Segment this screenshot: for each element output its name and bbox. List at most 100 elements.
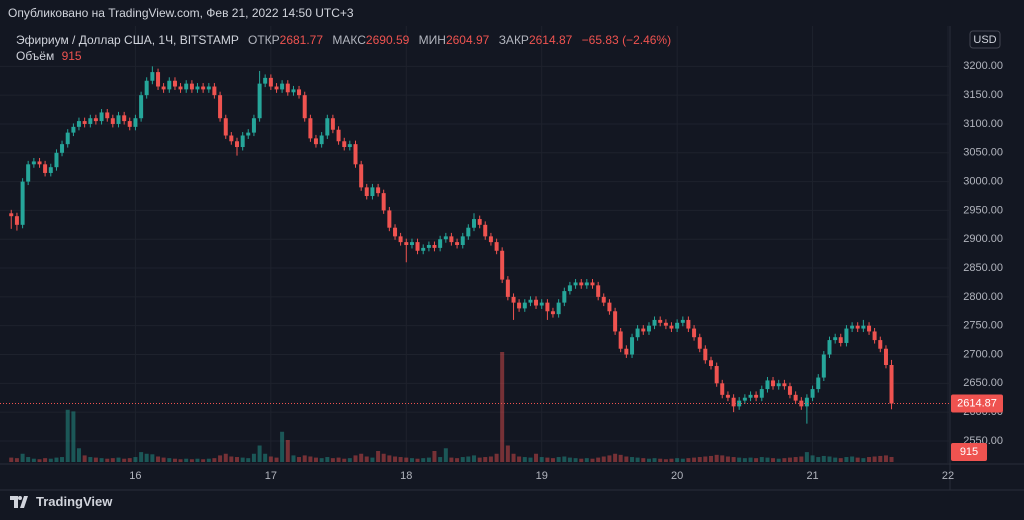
- volume-bar: [827, 456, 832, 462]
- candle-body: [613, 311, 618, 332]
- volume-bar: [771, 458, 776, 462]
- volume-bar: [65, 409, 70, 462]
- candle-body: [438, 239, 443, 248]
- candle-body: [748, 394, 753, 398]
- candle-body: [692, 328, 697, 338]
- candle-body: [274, 86, 279, 90]
- volume-bar: [833, 457, 838, 462]
- candle-body: [556, 302, 561, 315]
- candle-body: [675, 322, 680, 329]
- candle-body: [43, 164, 48, 173]
- candle-body: [838, 337, 843, 343]
- change-value: −65.83: [581, 33, 619, 47]
- volume-bar: [235, 457, 239, 462]
- candle-body: [330, 118, 335, 130]
- candle-body: [658, 319, 663, 323]
- volume-bar: [573, 458, 578, 462]
- candle-body: [861, 325, 866, 329]
- candle-body: [635, 328, 640, 338]
- candle-body: [624, 348, 629, 355]
- volume-bar: [477, 457, 482, 462]
- candle-body: [381, 193, 386, 211]
- volume-bar: [381, 453, 386, 462]
- candle-body: [720, 383, 725, 395]
- volume-bar: [624, 456, 629, 462]
- volume-bar: [43, 458, 48, 462]
- volume-bar: [709, 455, 713, 462]
- volume-bar: [799, 456, 804, 462]
- candle-body: [127, 121, 132, 127]
- volume-bar: [804, 452, 809, 462]
- candle-body: [342, 141, 347, 148]
- x-tick-label: 16: [129, 470, 141, 482]
- candle-body: [116, 115, 121, 124]
- volume-bar: [223, 453, 228, 462]
- volume-bar: [116, 457, 121, 462]
- candle-body: [37, 161, 42, 165]
- candle-body: [426, 245, 431, 248]
- volume-bar: [663, 459, 668, 462]
- volume-bar: [669, 458, 674, 462]
- candle-body: [663, 322, 668, 326]
- volume-bar: [291, 455, 296, 462]
- y-tick-label: 3200.00: [963, 60, 1003, 72]
- volume-bar: [268, 456, 273, 462]
- volume-bar: [556, 457, 561, 462]
- volume-bar: [325, 457, 330, 462]
- candle-body: [584, 282, 589, 286]
- candle-body: [235, 141, 239, 148]
- volume-value: 915: [61, 49, 82, 63]
- candle-body: [455, 242, 460, 245]
- volume-bar: [404, 457, 409, 462]
- volume-bar: [218, 455, 223, 462]
- volume-bar: [370, 457, 375, 462]
- volume-bar: [601, 456, 606, 462]
- candle-body: [607, 302, 612, 312]
- candle-body: [590, 282, 595, 286]
- currency-box[interactable]: [969, 30, 1001, 49]
- close-value: 2614.87: [528, 33, 573, 47]
- candle-body: [883, 348, 888, 366]
- x-tick-label: 22: [942, 470, 954, 482]
- candle-body: [765, 380, 770, 390]
- candle-body: [804, 397, 809, 407]
- candle-body: [257, 83, 262, 119]
- y-tick-label: 3050.00: [963, 147, 1003, 159]
- volume-bar: [635, 457, 640, 462]
- candle-body: [641, 328, 646, 332]
- volume-bar: [652, 458, 657, 462]
- candle-body: [218, 95, 223, 119]
- high-label: МАКС: [332, 33, 366, 47]
- candle-body: [206, 86, 211, 90]
- candle-body: [302, 95, 307, 119]
- volume-bar: [782, 458, 787, 462]
- volume-bar: [889, 456, 894, 462]
- candle-body: [48, 167, 53, 173]
- candle-body: [240, 135, 245, 148]
- candle-body: [844, 328, 849, 343]
- candle-body: [156, 72, 161, 87]
- volume-bar: [579, 458, 584, 462]
- candle-body: [855, 325, 860, 329]
- open-label: ОТКР: [247, 33, 280, 47]
- candle-body: [364, 187, 369, 197]
- x-tick-label: 21: [806, 470, 818, 482]
- legend-row: Объём 915: [16, 48, 671, 64]
- volume-bar: [14, 458, 19, 462]
- volume-bar: [675, 458, 680, 462]
- candle-body: [105, 112, 110, 119]
- volume-bar: [122, 458, 127, 462]
- candle-body: [477, 219, 482, 225]
- volume-bar: [539, 457, 544, 462]
- y-tick-label: 2650.00: [963, 377, 1003, 389]
- volume-bar: [567, 457, 572, 462]
- volume-bar: [816, 457, 821, 462]
- y-tick-label: 2950.00: [963, 204, 1003, 216]
- legend: Эфириум / Доллар США, 1Ч, BITSTAMP ОТКР2…: [16, 32, 671, 64]
- candle-body: [505, 279, 510, 297]
- volume-bar: [776, 458, 781, 462]
- candle-body: [652, 319, 657, 326]
- candle-body: [821, 354, 826, 378]
- volume-bar: [754, 458, 759, 462]
- volume-bar: [99, 458, 104, 462]
